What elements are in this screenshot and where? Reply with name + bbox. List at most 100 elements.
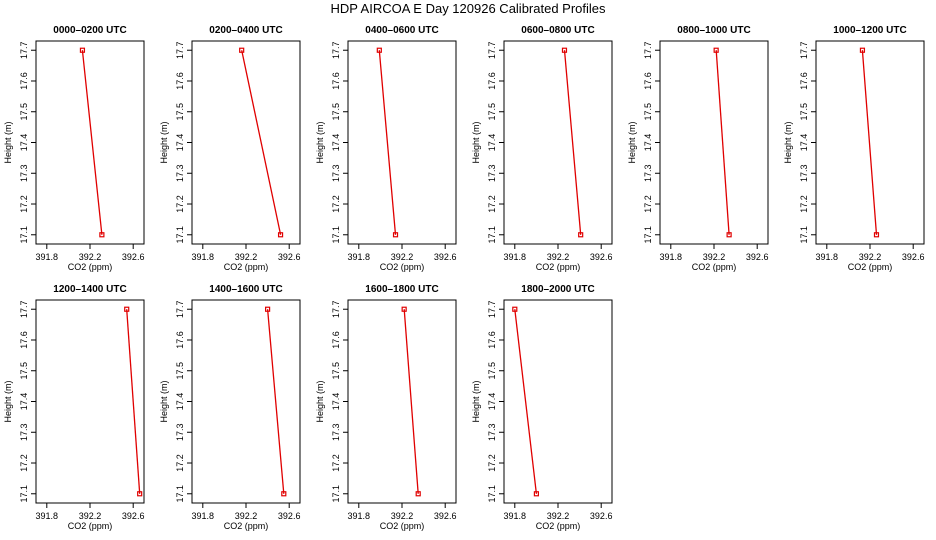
y-tick-label: 17.3 xyxy=(799,164,809,182)
y-tick-label: 17.2 xyxy=(643,195,653,213)
x-tick-label: 392.6 xyxy=(278,511,301,521)
x-tick-label: 391.8 xyxy=(36,252,59,262)
y-tick-label: 17.7 xyxy=(175,300,185,318)
y-tick-label: 17.7 xyxy=(643,41,653,59)
y-tick-label: 17.1 xyxy=(19,485,29,503)
x-tick-label: 392.6 xyxy=(902,252,925,262)
series-line xyxy=(126,309,141,494)
y-tick-label: 17.1 xyxy=(643,226,653,244)
y-axis-label: Height (m) xyxy=(315,380,325,422)
x-tick-label: 392.6 xyxy=(590,252,613,262)
y-tick-label: 17.4 xyxy=(19,134,29,152)
chart-panel: 0400–0600 UTC 391.8 392.2 392.6 CO2 (ppm) 17.… xyxy=(315,25,457,272)
y-tick-label: 17.5 xyxy=(19,103,29,121)
series-line xyxy=(563,50,582,235)
y-axis-label: Height (m) xyxy=(627,121,637,163)
y-tick-label: 17.2 xyxy=(487,195,497,213)
x-axis-label: CO2 (ppm) xyxy=(68,262,113,272)
y-axis-label: Height (m) xyxy=(159,380,169,422)
y-tick-label: 17.4 xyxy=(175,393,185,411)
page-title: HDP AIRCOA E Day 120926 Calibrated Profi… xyxy=(330,1,606,16)
y-tick-label: 17.6 xyxy=(175,72,185,90)
x-tick-label: 392.2 xyxy=(547,252,570,262)
x-tick-label: 392.6 xyxy=(434,511,457,521)
y-tick-label: 17.3 xyxy=(643,164,653,182)
y-tick-label: 17.6 xyxy=(487,72,497,90)
x-tick-label: 392.6 xyxy=(278,252,301,262)
y-tick-label: 17.4 xyxy=(799,134,809,152)
panel-title: 1600–1800 UTC xyxy=(365,284,438,295)
panel-title: 0400–0600 UTC xyxy=(365,25,438,36)
y-tick-label: 17.6 xyxy=(799,72,809,90)
y-tick-label: 17.5 xyxy=(643,103,653,121)
y-tick-label: 17.6 xyxy=(487,331,497,349)
y-axis-label: Height (m) xyxy=(471,121,481,163)
data-point xyxy=(137,491,143,497)
y-tick-label: 17.3 xyxy=(175,164,185,182)
y-tick-label: 17.6 xyxy=(331,331,341,349)
panel-title: 0600–0800 UTC xyxy=(521,25,594,36)
data-point xyxy=(99,232,105,238)
x-axis-label: CO2 (ppm) xyxy=(380,262,425,272)
y-tick-label: 17.4 xyxy=(331,393,341,411)
y-tick-label: 17.5 xyxy=(331,362,341,380)
chart-panel: 1000–1200 UTC 391.8 392.2 392.6 CO2 (ppm) 17.… xyxy=(783,25,925,272)
y-tick-label: 17.1 xyxy=(175,485,185,503)
y-tick-label: 17.7 xyxy=(331,41,341,59)
y-tick-label: 17.6 xyxy=(643,72,653,90)
panel-title: 0800–1000 UTC xyxy=(677,25,750,36)
data-point xyxy=(726,232,732,238)
y-tick-label: 17.7 xyxy=(487,41,497,59)
x-tick-label: 392.2 xyxy=(79,252,102,262)
series-line xyxy=(378,50,397,235)
x-tick-label: 391.8 xyxy=(660,252,683,262)
y-tick-label: 17.5 xyxy=(799,103,809,121)
x-tick-label: 391.8 xyxy=(348,252,371,262)
data-point xyxy=(578,232,584,238)
panel-title: 1800–2000 UTC xyxy=(521,284,594,295)
x-axis-label: CO2 (ppm) xyxy=(848,262,893,272)
chart-panel: 1400–1600 UTC 391.8 392.2 392.6 CO2 (ppm) 17.… xyxy=(159,284,301,531)
y-tick-label: 17.3 xyxy=(175,423,185,441)
x-axis-label: CO2 (ppm) xyxy=(692,262,737,272)
x-tick-label: 391.8 xyxy=(192,511,215,521)
series-line xyxy=(514,309,538,494)
x-axis-label: CO2 (ppm) xyxy=(536,262,581,272)
y-tick-label: 17.7 xyxy=(175,41,185,59)
x-tick-label: 392.2 xyxy=(391,511,414,521)
chart-panel: 1800–2000 UTC 391.8 392.2 392.6 CO2 (ppm) 17.… xyxy=(471,284,613,531)
x-tick-label: 392.6 xyxy=(122,511,145,521)
y-tick-label: 17.2 xyxy=(487,454,497,472)
series-line xyxy=(861,50,878,235)
y-tick-label: 17.4 xyxy=(487,134,497,152)
y-tick-label: 17.3 xyxy=(19,423,29,441)
panel-title: 0200–0400 UTC xyxy=(209,25,282,36)
y-tick-label: 17.2 xyxy=(175,195,185,213)
x-tick-label: 392.2 xyxy=(235,252,258,262)
y-tick-label: 17.1 xyxy=(19,226,29,244)
series-line xyxy=(715,50,730,235)
y-tick-label: 17.4 xyxy=(643,134,653,152)
panel-title: 1200–1400 UTC xyxy=(53,284,126,295)
x-axis-label: CO2 (ppm) xyxy=(536,521,581,531)
y-tick-label: 17.2 xyxy=(799,195,809,213)
x-tick-label: 391.8 xyxy=(504,511,527,521)
y-tick-label: 17.3 xyxy=(487,164,497,182)
panel-title: 1000–1200 UTC xyxy=(833,25,906,36)
y-tick-label: 17.6 xyxy=(19,72,29,90)
x-tick-label: 391.8 xyxy=(192,252,215,262)
y-tick-label: 17.3 xyxy=(331,164,341,182)
chart-panel: 0800–1000 UTC 391.8 392.2 392.6 CO2 (ppm) 17.… xyxy=(627,25,769,272)
data-point xyxy=(561,47,568,53)
y-tick-label: 17.1 xyxy=(487,226,497,244)
y-tick-label: 17.1 xyxy=(799,226,809,244)
x-tick-label: 392.2 xyxy=(391,252,414,262)
chart-panel: 0000–0200 UTC 391.8 392.2 392.6 CO2 (ppm) 17.… xyxy=(3,25,145,272)
y-tick-label: 17.5 xyxy=(487,103,497,121)
y-tick-label: 17.2 xyxy=(331,454,341,472)
data-point xyxy=(392,232,399,238)
x-tick-label: 392.6 xyxy=(590,511,613,521)
y-tick-label: 17.2 xyxy=(19,454,29,472)
series-line xyxy=(266,309,285,494)
